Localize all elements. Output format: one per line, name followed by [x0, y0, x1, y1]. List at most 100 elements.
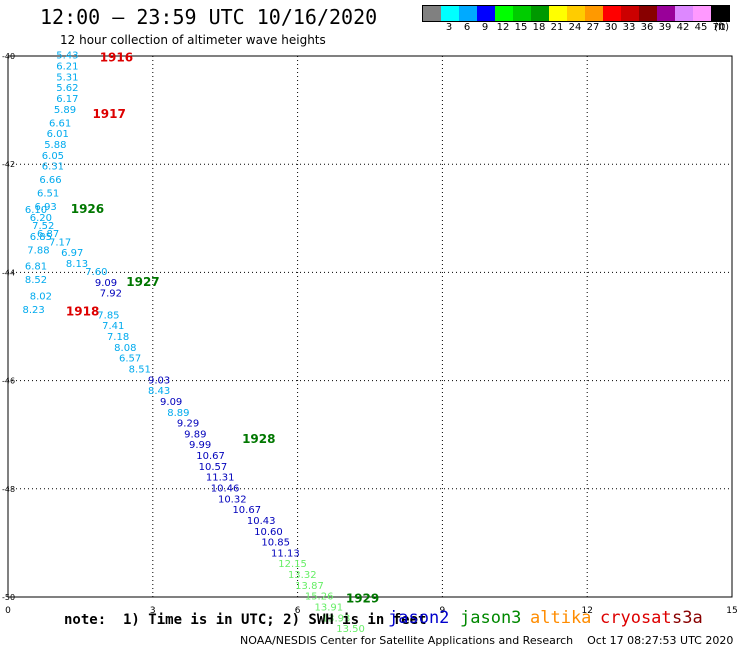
- wave-height-point: 13.87: [295, 581, 324, 592]
- wave-height-point: 8.43: [148, 386, 170, 397]
- wave-height-point: 7.52: [32, 221, 54, 232]
- legend-swatch: [549, 6, 567, 21]
- wave-height-point: 7.18: [107, 332, 129, 343]
- legend-label: 12: [496, 22, 510, 33]
- wave-height-point: 6.57: [119, 354, 141, 365]
- wave-height-point: 13.93: [322, 613, 351, 624]
- legend-label: 39: [658, 22, 672, 33]
- legend-label: 18: [532, 22, 546, 33]
- wave-height-point: 13.50: [336, 624, 365, 635]
- wave-height-point: 6.85: [30, 232, 52, 243]
- wave-height-point: 8.08: [114, 343, 136, 354]
- wave-height-point: 5.88: [44, 140, 66, 151]
- wave-height-point: 8.52: [25, 275, 47, 286]
- wave-height-point: 11.13: [271, 548, 300, 559]
- wave-height-point: 6.10: [25, 205, 47, 216]
- track-time-label: 1927: [126, 275, 159, 289]
- legend-swatch: [585, 6, 603, 21]
- color-scale-legend: [422, 5, 730, 22]
- legend-swatch: [621, 6, 639, 21]
- wave-height-point: 7.92: [100, 289, 122, 300]
- wave-height-point: 10.43: [247, 516, 276, 527]
- y-tick-label: -50: [2, 593, 15, 602]
- wave-height-point: 6.61: [49, 118, 71, 129]
- wave-height-point: 10.60: [254, 527, 283, 538]
- wave-height-point: 12.15: [278, 559, 307, 570]
- legend-swatch: [477, 6, 495, 21]
- wave-height-point: 6.87: [37, 229, 59, 240]
- y-tick-label: -40: [2, 52, 15, 61]
- x-tick-label: 3: [150, 606, 156, 616]
- wave-height-point: 15.26: [305, 592, 334, 603]
- wave-height-point: 9.29: [177, 419, 199, 430]
- wave-height-point: 10.85: [261, 538, 290, 549]
- wave-height-point: 8.89: [167, 408, 189, 419]
- wave-height-point: 9.09: [95, 278, 117, 289]
- chart-subtitle: 12 hour collection of altimeter wave hei…: [60, 33, 326, 47]
- wave-height-point: 5.89: [54, 105, 76, 116]
- wave-height-point: 9.89: [184, 429, 206, 440]
- satellite-cryosat: cryosat: [600, 608, 672, 628]
- track-time-label: 1929: [346, 591, 379, 605]
- legend-swatch: [441, 6, 459, 21]
- wave-height-point: 7.60: [85, 267, 107, 278]
- wave-height-point: 7.41: [102, 321, 124, 332]
- legend-swatch: [711, 6, 729, 21]
- wave-height-point: 10.67: [196, 451, 225, 462]
- satellite-s3a: s3a: [672, 608, 703, 628]
- y-tick-label: -44: [2, 268, 15, 277]
- track-time-label: 1926: [71, 202, 104, 216]
- wave-height-point: 11.31: [206, 473, 235, 484]
- legend-label: 21: [550, 22, 564, 33]
- wave-height-point: 6.66: [39, 175, 61, 186]
- wave-height-point: 9.09: [160, 397, 182, 408]
- legend-label: 6: [463, 22, 471, 33]
- legend-label: 27: [586, 22, 600, 33]
- satellite-jason2: jason2: [388, 608, 450, 628]
- legend-label: 15: [514, 22, 528, 33]
- legend-swatch: [693, 6, 711, 21]
- wave-height-point: 7.17: [49, 237, 71, 248]
- legend-label: 70: [712, 22, 726, 33]
- y-tick-label: -46: [2, 377, 15, 386]
- wave-height-point: 10.46: [211, 484, 240, 495]
- x-tick-label: 0: [5, 606, 11, 616]
- legend-label: 3: [445, 22, 453, 33]
- track-time-label: 1916: [100, 50, 133, 64]
- wave-height-point: 6.17: [56, 94, 78, 105]
- footer-credit: NOAA/NESDIS Center for Satellite Applica…: [240, 634, 734, 647]
- x-tick-label: 15: [726, 606, 737, 616]
- legend-label: 33: [622, 22, 636, 33]
- x-tick-label: 9: [440, 606, 446, 616]
- wave-height-point: 8.23: [22, 305, 44, 316]
- legend-label: 24: [568, 22, 582, 33]
- wave-height-point: 10.32: [218, 494, 247, 505]
- track-time-label: 1917: [92, 107, 125, 121]
- track-time-label: 1918: [66, 305, 99, 319]
- wave-height-point: 6.20: [30, 213, 52, 224]
- legend-swatch: [495, 6, 513, 21]
- wave-height-point: 5.31: [56, 72, 78, 83]
- wave-height-point: 6.31: [42, 162, 64, 173]
- wave-height-point: 6.97: [61, 248, 83, 259]
- wave-height-point: 8.02: [30, 291, 52, 302]
- x-tick-label: 12: [581, 606, 592, 616]
- legend-swatch: [657, 6, 675, 21]
- legend-label: 42: [676, 22, 690, 33]
- wave-height-point: 8.51: [129, 364, 151, 375]
- legend-swatch: [459, 6, 477, 21]
- wave-height-point: 6.93: [35, 202, 57, 213]
- chart-title: 12:00 – 23:59 UTC 10/16/2020: [40, 5, 378, 29]
- wave-height-point: 9.03: [148, 375, 170, 386]
- x-tick-label: 6: [295, 606, 301, 616]
- wave-height-point: 13.32: [288, 570, 317, 581]
- wave-height-point: 7.88: [27, 245, 49, 256]
- y-tick-label: -48: [2, 485, 15, 494]
- legend-label: 36: [640, 22, 654, 33]
- satellite-altika: altika: [530, 608, 592, 628]
- legend-unit: (ft): [714, 22, 730, 33]
- legend-swatch: [603, 6, 621, 21]
- wave-height-point: 13.91: [314, 603, 343, 614]
